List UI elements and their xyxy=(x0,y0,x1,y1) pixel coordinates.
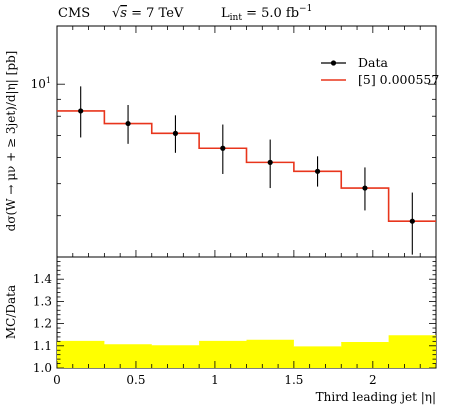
header: CMS √s = 7 TeV Lint = 5.0 fb−1 xyxy=(58,4,312,23)
main-layer xyxy=(57,86,436,255)
data-point xyxy=(220,145,226,151)
energy-label: √s = 7 TeV xyxy=(112,6,184,21)
ratio-y-tick-label: 1.2 xyxy=(33,317,52,331)
lumi-rest: = 5.0 fb xyxy=(242,6,299,21)
data-point xyxy=(125,120,131,127)
lumi-label: Lint = 5.0 fb−1 xyxy=(221,4,312,23)
ratio-ylabel: MC/Data xyxy=(4,285,18,339)
data-point xyxy=(78,108,84,114)
lumi-exp: −1 xyxy=(299,4,312,14)
lumi-L: L xyxy=(221,6,230,21)
experiment-label: CMS xyxy=(58,6,90,21)
energy-rest: = 7 TeV xyxy=(127,6,184,21)
x-tick-label: 1 xyxy=(211,373,219,387)
data-point xyxy=(314,168,321,174)
x-tick-label: 1.5 xyxy=(284,373,303,387)
ratio-layer xyxy=(57,335,436,368)
mc-histogram-line xyxy=(57,110,436,222)
data-point xyxy=(267,159,273,165)
x-tick-label: 2 xyxy=(369,373,377,387)
lumi-sub: int xyxy=(230,13,243,23)
axes-layer: 0 0.5 1 1.5 2 1.0 1.1 1.2 1.3 1.4 101 xyxy=(31,26,437,387)
ratio-y-tick-label: 1.3 xyxy=(33,294,52,308)
main-ylabel: dσ(W → μν + ≥ 3jet)/d|η| [pb] xyxy=(4,51,18,232)
ratio-xlabel: Third leading jet |η| xyxy=(316,390,436,404)
data-point xyxy=(409,218,415,224)
ratio-y-tick-label: 1.1 xyxy=(33,339,52,353)
x-tick-label: 0.5 xyxy=(126,373,145,387)
legend-data-label: Data xyxy=(358,55,388,70)
energy-var: s xyxy=(120,6,127,21)
x-tick-label: 0 xyxy=(53,373,61,387)
main-y-tick-label: 101 xyxy=(31,76,51,91)
legend-data-marker xyxy=(330,60,337,66)
ratio-y-tick-label: 1.4 xyxy=(33,272,52,286)
sqrt-symbol: √ xyxy=(112,6,121,21)
legend: Data [5] 0.000557 xyxy=(321,55,439,87)
ratio-band xyxy=(57,335,436,368)
data-point xyxy=(362,185,368,191)
ratio-y-tick-label: 1.0 xyxy=(33,361,52,375)
legend-mc-label: [5] 0.000557 xyxy=(358,72,439,87)
data-point xyxy=(172,130,179,136)
